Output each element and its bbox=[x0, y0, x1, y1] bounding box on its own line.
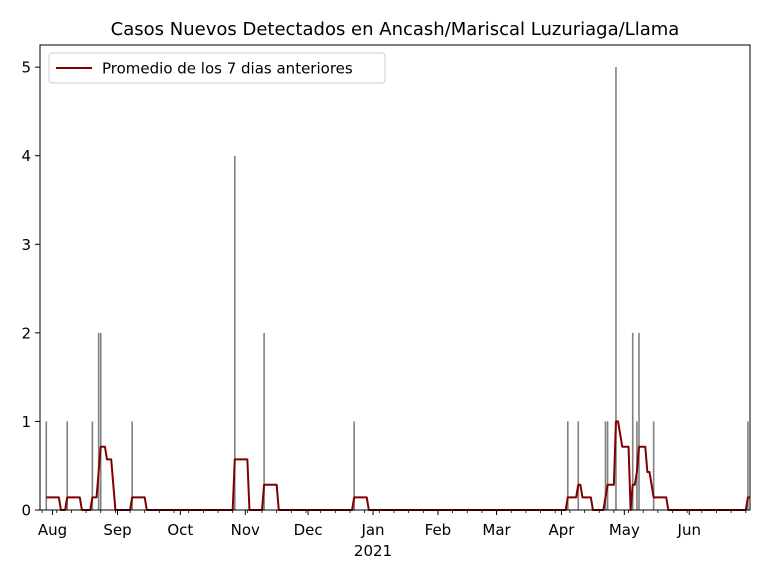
x-tick-label: Jun bbox=[677, 521, 701, 539]
bars-group bbox=[45, 67, 749, 510]
y-tick-label: 5 bbox=[21, 59, 31, 77]
x-tick-label: Oct bbox=[167, 521, 193, 539]
moving-average-line bbox=[46, 420, 750, 511]
moving-average-group bbox=[46, 420, 750, 511]
legend: Promedio de los 7 dias anteriores bbox=[48, 52, 386, 84]
x-tick-label: Dec bbox=[294, 521, 323, 539]
x-tick-label: Feb bbox=[425, 521, 452, 539]
legend-box bbox=[48, 52, 386, 84]
y-tick-label: 1 bbox=[21, 413, 31, 431]
x-tick-label: Mar bbox=[482, 521, 511, 539]
x-tick-label: Aug bbox=[38, 521, 67, 539]
chart-title: Casos Nuevos Detectados en Ancash/Marisc… bbox=[111, 19, 680, 40]
plot-frame bbox=[39, 44, 751, 511]
legend-label: Promedio de los 7 dias anteriores bbox=[102, 60, 353, 78]
y-tick-label: 3 bbox=[21, 236, 31, 254]
axes-group: 0 1 2 3 4 5 Aug Sep Oct Nov Dec Jan Feb Mar Apr May Jun bbox=[21, 44, 751, 539]
x-axis-year-label: 2021 bbox=[354, 542, 392, 560]
x-tick-label: Jan bbox=[360, 521, 384, 539]
y-tick-label: 4 bbox=[21, 147, 31, 165]
x-tick-label: Sep bbox=[103, 521, 131, 539]
x-tick-label: Nov bbox=[231, 521, 260, 539]
y-tick-label: 2 bbox=[21, 324, 31, 342]
y-tick-label: 0 bbox=[21, 502, 31, 520]
x-tick-label: Apr bbox=[549, 521, 576, 539]
x-tick-label: May bbox=[609, 521, 640, 539]
